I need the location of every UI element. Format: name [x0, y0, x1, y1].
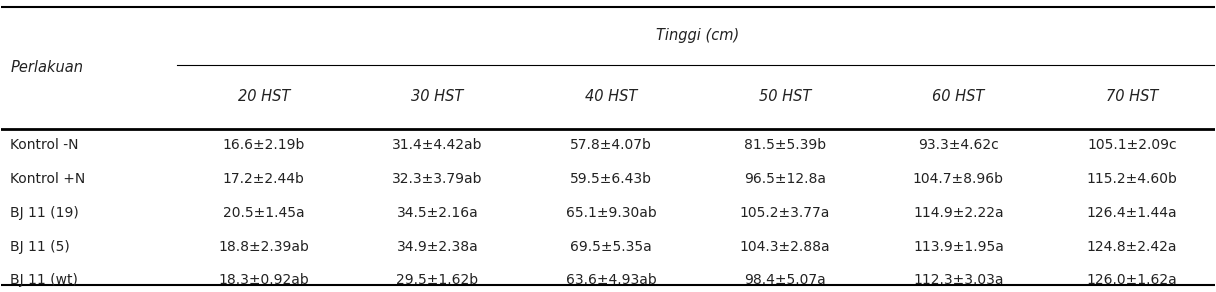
Text: 81.5±5.39b: 81.5±5.39b — [744, 138, 826, 152]
Text: 34.5±2.16a: 34.5±2.16a — [396, 206, 478, 220]
Text: BJ 11 (wt): BJ 11 (wt) — [11, 273, 78, 287]
Text: 65.1±9.30ab: 65.1±9.30ab — [565, 206, 657, 220]
Text: 31.4±4.42ab: 31.4±4.42ab — [392, 138, 483, 152]
Text: 63.6±4.93ab: 63.6±4.93ab — [565, 273, 657, 287]
Text: 124.8±2.42a: 124.8±2.42a — [1087, 239, 1177, 253]
Text: 18.3±0.92ab: 18.3±0.92ab — [219, 273, 309, 287]
Text: 18.8±2.39ab: 18.8±2.39ab — [218, 239, 309, 253]
Text: 113.9±1.95a: 113.9±1.95a — [913, 239, 1004, 253]
Text: 17.2±2.44b: 17.2±2.44b — [223, 172, 304, 186]
Text: 93.3±4.62c: 93.3±4.62c — [918, 138, 998, 152]
Text: 57.8±4.07b: 57.8±4.07b — [570, 138, 652, 152]
Text: 20 HST: 20 HST — [237, 89, 289, 104]
Text: 104.3±2.88a: 104.3±2.88a — [739, 239, 831, 253]
Text: 69.5±5.35a: 69.5±5.35a — [570, 239, 652, 253]
Text: BJ 11 (19): BJ 11 (19) — [11, 206, 79, 220]
Text: 126.4±1.44a: 126.4±1.44a — [1087, 206, 1177, 220]
Text: 98.4±5.07a: 98.4±5.07a — [744, 273, 826, 287]
Text: 50 HST: 50 HST — [759, 89, 811, 104]
Text: 70 HST: 70 HST — [1107, 89, 1158, 104]
Text: 40 HST: 40 HST — [585, 89, 637, 104]
Text: 30 HST: 30 HST — [411, 89, 463, 104]
Text: Perlakuan: Perlakuan — [11, 60, 84, 75]
Text: BJ 11 (5): BJ 11 (5) — [11, 239, 71, 253]
Text: 96.5±12.8a: 96.5±12.8a — [744, 172, 826, 186]
Text: 115.2±4.60b: 115.2±4.60b — [1087, 172, 1177, 186]
Text: 32.3±3.79ab: 32.3±3.79ab — [392, 172, 483, 186]
Text: 126.0±1.62a: 126.0±1.62a — [1087, 273, 1177, 287]
Text: 104.7±8.96b: 104.7±8.96b — [913, 172, 1004, 186]
Text: 29.5±1.62b: 29.5±1.62b — [396, 273, 478, 287]
Text: Tinggi (cm): Tinggi (cm) — [657, 28, 739, 43]
Text: 60 HST: 60 HST — [933, 89, 985, 104]
Text: Kontrol +N: Kontrol +N — [11, 172, 85, 186]
Text: 20.5±1.45a: 20.5±1.45a — [223, 206, 304, 220]
Text: 34.9±2.38a: 34.9±2.38a — [396, 239, 478, 253]
Text: 16.6±2.19b: 16.6±2.19b — [223, 138, 305, 152]
Text: 114.9±2.22a: 114.9±2.22a — [913, 206, 1003, 220]
Text: 105.2±3.77a: 105.2±3.77a — [739, 206, 829, 220]
Text: 59.5±6.43b: 59.5±6.43b — [570, 172, 652, 186]
Text: Kontrol -N: Kontrol -N — [11, 138, 79, 152]
Text: 105.1±2.09c: 105.1±2.09c — [1087, 138, 1177, 152]
Text: 112.3±3.03a: 112.3±3.03a — [913, 273, 1003, 287]
